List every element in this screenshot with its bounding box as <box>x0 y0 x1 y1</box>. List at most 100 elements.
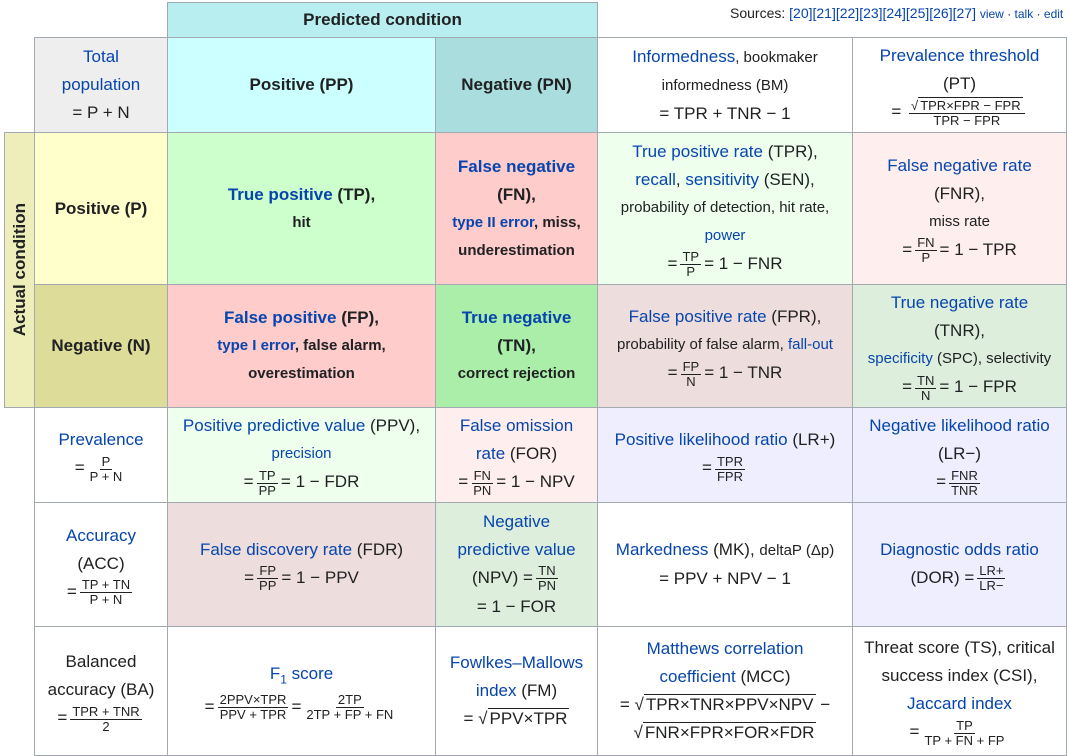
false-omission-rate-cell: False omission rate (FOR) = FN PN = 1 − NPV <box>435 407 598 503</box>
precision-link[interactable]: precision <box>271 445 332 463</box>
total-population-formula: = P + N <box>72 103 130 122</box>
fpr-formula: = FP N = 1 − TNR <box>667 358 783 389</box>
false-positive-sub2: overestimation <box>248 365 355 382</box>
actual-positive-label: Positive (P) <box>54 198 148 218</box>
actual-condition-header: Actual condition <box>4 132 35 408</box>
tnr-formula: = TN N = 1 − FPR <box>902 372 1017 403</box>
informedness-link[interactable]: Informedness <box>632 46 736 66</box>
npv-cell: Negative predictive value (NPV) = TN PN = … <box>435 502 598 627</box>
true-negative-link[interactable]: True negative <box>461 308 572 327</box>
lr-minus-abbr: (LR−) <box>938 444 981 464</box>
false-negative-abbr: (FN), <box>497 184 536 204</box>
tnr-link[interactable]: True negative rate <box>890 293 1029 313</box>
npv-link-2[interactable]: predictive value <box>457 539 576 559</box>
ppv-formula: = TP PP = 1 − FDR <box>243 467 360 498</box>
fpr-link[interactable]: False positive rate <box>628 307 767 327</box>
accuracy-link[interactable]: Accuracy <box>66 525 136 545</box>
false-negative-link[interactable]: False negative <box>457 156 576 176</box>
predicted-condition-label: Predicted condition <box>303 10 462 29</box>
predicted-positive-label: Positive (PP) <box>249 75 354 94</box>
dor-formula: (DOR) = LR+ LR− <box>910 563 1006 593</box>
npv-link-1[interactable]: Negative <box>482 511 551 531</box>
false-negative-rate-cell: False negative rate (FNR), miss rate = FN… <box>852 132 1067 285</box>
informedness-text-2: informedness (BM) <box>661 76 789 94</box>
lr-minus-link[interactable]: Negative likelihood ratio <box>869 416 1050 436</box>
fm-formula: = √ PPV×TPR <box>463 708 570 728</box>
mcc-link-1[interactable]: Matthews correlation <box>646 639 804 658</box>
positive-likelihood-ratio-cell: Positive likelihood ratio (LR+) = TPR FPR <box>597 407 853 503</box>
sources-label: Sources: <box>730 5 786 21</box>
fnr-abbr: (FNR), <box>934 183 985 203</box>
true-positive-cell: True positive (TP), hit <box>167 132 436 285</box>
for-link-2[interactable]: rate <box>475 444 506 464</box>
actual-negative-label: Negative (N) <box>51 336 151 355</box>
mcc-cell: Matthews correlation coefficient (MCC) =… <box>597 626 853 756</box>
tpr-link[interactable]: True positive rate <box>632 141 763 161</box>
type-ii-error-link[interactable]: type II error <box>452 213 534 231</box>
prevalence-threshold-abbr: (PT) <box>942 74 977 94</box>
sources-refs-link[interactable]: [20][21][22][23][24][25][26][27] <box>789 5 976 21</box>
f1-formula: = 2PPV×TPR PPV + TPR = 2TP 2TP + FP + FN <box>204 692 394 723</box>
true-negative-cell: True negative (TN), correct rejection <box>435 284 598 408</box>
edit-link[interactable]: edit <box>1043 7 1064 21</box>
false-negative-cell: False negative (FN), type II error, miss… <box>435 132 598 285</box>
lr-plus-formula: = TPR FPR <box>702 453 745 484</box>
fnr-link[interactable]: False negative rate <box>887 155 1032 175</box>
balanced-accuracy-cell: Balanced accuracy (BA) = TPR + TNR 2 <box>34 626 168 756</box>
informedness-text-1: , bookmaker <box>735 48 818 66</box>
mcc-link-2[interactable]: coefficient <box>659 667 736 686</box>
false-positive-cell: False positive (FP), type I error, false… <box>167 284 436 408</box>
type-i-error-link[interactable]: type I error <box>217 337 295 354</box>
sensitivity-link[interactable]: sensitivity <box>685 169 760 189</box>
tnr-abbr: (TNR), <box>934 321 985 341</box>
markedness-formula: = PPV + NPV − 1 <box>659 569 791 588</box>
prevalence-threshold-link[interactable]: Prevalence threshold <box>879 46 1040 66</box>
true-negative-abbr: (TN), <box>497 336 536 355</box>
threat-score-formula: = TP TP + FN + FP <box>909 717 1005 748</box>
talk-link[interactable]: talk <box>1014 7 1034 21</box>
for-link-1[interactable]: False omission <box>459 416 574 436</box>
false-discovery-rate-cell: False discovery rate (FDR) = FP PP = 1 − PP… <box>167 502 436 627</box>
ppv-link[interactable]: Positive predictive value <box>182 416 366 436</box>
false-positive-link[interactable]: False positive <box>224 308 337 327</box>
power-link[interactable]: power <box>704 226 746 244</box>
fall-out-link[interactable]: fall-out <box>787 336 833 354</box>
total-population-link[interactable]: Total population <box>61 47 141 94</box>
fm-link-2[interactable]: index <box>475 681 517 700</box>
lr-minus-formula: = FNR TNR <box>936 467 980 498</box>
actual-positive-cell: Positive (P) <box>34 132 168 285</box>
informedness-formula: = TPR + TNR − 1 <box>659 103 791 123</box>
threat-score-cell: Threat score (TS), critical success inde… <box>852 626 1067 756</box>
balanced-accuracy-text-1: Balanced <box>65 652 137 672</box>
ppv-cell: Positive predictive value (PPV), precisi… <box>167 407 436 503</box>
accuracy-abbr: (ACC) <box>77 553 125 573</box>
markedness-link[interactable]: Markedness <box>615 540 709 559</box>
jaccard-index-link[interactable]: Jaccard index <box>907 694 1012 714</box>
predicted-negative-label: Negative (PN) <box>461 75 572 94</box>
f1-score-link[interactable]: F1 score <box>269 663 334 687</box>
tpr-formula: = TP P = 1 − FNR <box>667 249 783 279</box>
informedness-cell: Informedness, bookmaker informedness (BM… <box>597 37 853 133</box>
specificity-link[interactable]: specificity <box>867 350 933 368</box>
true-positive-link[interactable]: True positive <box>227 184 333 204</box>
prevalence-threshold-formula: = √ TPR×FPR − FPR TPR − FPR <box>891 96 1027 127</box>
prevalence-link[interactable]: Prevalence <box>58 430 144 450</box>
view-link[interactable]: view <box>979 7 1004 21</box>
predicted-positive-cell: Positive (PP) <box>167 37 436 133</box>
balanced-accuracy-formula: = TPR + TNR 2 <box>57 703 142 734</box>
predicted-negative-cell: Negative (PN) <box>435 37 598 133</box>
dor-link[interactable]: Diagnostic odds ratio <box>880 539 1039 559</box>
prevalence-cell: Prevalence = P P + N <box>34 407 168 503</box>
balanced-accuracy-text-2: accuracy (BA) <box>47 680 155 700</box>
false-negative-sub2: underestimation <box>458 241 575 259</box>
npv-formula: (NPV) = TN PN <box>472 563 558 593</box>
tpr-desc: probability of detection, hit rate, <box>620 198 830 216</box>
accuracy-formula: = TP + TN P + N <box>66 577 133 607</box>
total-population-cell: Total population = P + N <box>34 37 168 133</box>
fdr-formula: = FP PP = 1 − PPV <box>244 563 359 593</box>
lr-plus-link[interactable]: Positive likelihood ratio <box>614 430 788 450</box>
fdr-link[interactable]: False discovery rate <box>199 539 353 559</box>
recall-link[interactable]: recall <box>635 169 676 189</box>
diagnostic-odds-ratio-cell: Diagnostic odds ratio (DOR) = LR+ LR− <box>852 502 1067 627</box>
fm-link-1[interactable]: Fowlkes–Mallows <box>449 653 584 672</box>
